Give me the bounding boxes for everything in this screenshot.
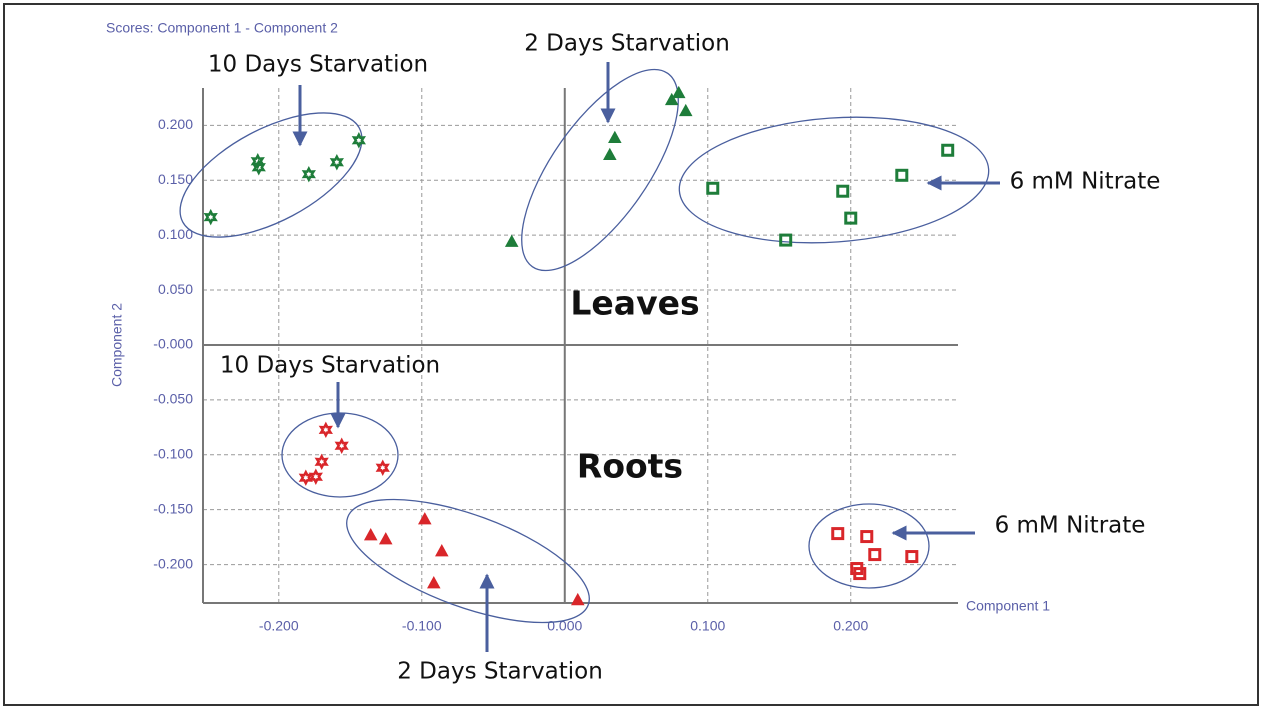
point: [844, 211, 858, 225]
group-ellipse: [678, 116, 990, 244]
annotation: 2 Days Starvation: [397, 659, 603, 685]
point: [250, 153, 265, 170]
y-tick-label: -0.150: [153, 500, 193, 516]
y-tick-label: -0.100: [153, 445, 193, 461]
point: [706, 181, 720, 195]
y-tick-label: -0.000: [153, 336, 193, 352]
point: [504, 234, 519, 247]
y-tick-label: 0.200: [158, 116, 193, 132]
point: [831, 527, 845, 541]
x-tick-label: -0.100: [402, 618, 442, 634]
group-ellipse: [346, 498, 590, 624]
point: [895, 168, 909, 182]
group-ellipse: [281, 412, 399, 498]
point: [363, 528, 378, 541]
x-tick-label: 0.100: [690, 618, 725, 634]
annotation: 2 Days Starvation: [524, 31, 730, 57]
group-ellipse: [521, 68, 679, 272]
point: [301, 165, 316, 183]
annotation: 6 mM Nitrate: [995, 513, 1146, 539]
annotation: 10 Days Starvation: [208, 52, 428, 78]
point: [779, 233, 793, 247]
point: [603, 147, 617, 161]
point: [836, 184, 850, 198]
point: [941, 143, 955, 157]
annotation: 6 mM Nitrate: [1010, 169, 1161, 195]
y-tick-label: -0.200: [153, 555, 193, 571]
point: [418, 512, 432, 525]
frame: [3, 3, 1259, 706]
point: [351, 132, 366, 149]
point: [318, 421, 333, 439]
point: [251, 159, 266, 176]
point: [678, 103, 693, 117]
y-axis-label: Component 2: [109, 303, 125, 387]
y-tick-label: 0.100: [158, 226, 193, 242]
point: [608, 130, 622, 144]
point: [375, 459, 390, 476]
annotation: Roots: [577, 447, 683, 486]
group-ellipse: [179, 112, 363, 238]
annotation: Leaves: [570, 284, 699, 323]
point: [860, 530, 874, 544]
point: [905, 550, 919, 564]
x-tick-label: -0.200: [259, 618, 299, 634]
group-ellipse: [808, 503, 930, 589]
y-tick-label: 0.050: [158, 281, 193, 297]
point: [203, 208, 218, 226]
x-tick-label: 0.200: [833, 618, 868, 634]
y-tick-label: -0.050: [153, 391, 193, 407]
point: [571, 592, 585, 606]
point: [435, 544, 449, 557]
point: [329, 154, 344, 171]
annotation: 10 Days Starvation: [220, 353, 440, 379]
point: [868, 548, 882, 562]
point: [334, 437, 349, 454]
point: [314, 453, 329, 471]
point: [427, 576, 441, 589]
x-axis-label: Component 1: [966, 598, 1050, 614]
point: [378, 532, 393, 545]
chart-title: Scores: Component 1 - Component 2: [106, 20, 338, 36]
point: [664, 92, 679, 106]
point: [308, 468, 323, 485]
point: [671, 85, 686, 99]
point: [853, 567, 867, 581]
y-tick-label: 0.150: [158, 171, 193, 187]
